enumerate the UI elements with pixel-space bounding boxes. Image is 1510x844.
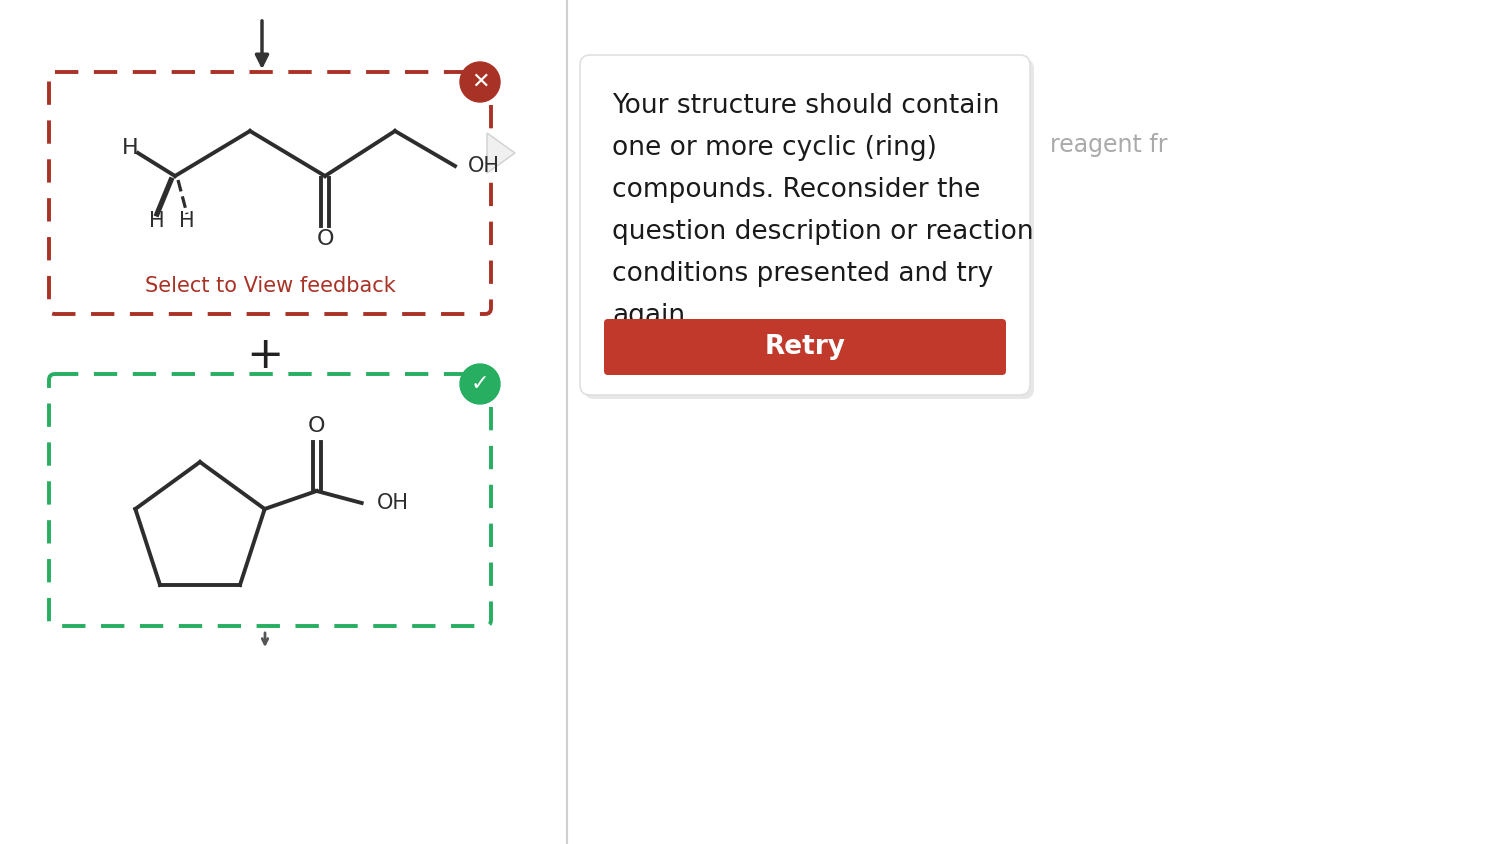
Text: ✓: ✓ <box>471 374 489 394</box>
Text: +: + <box>246 333 284 376</box>
Text: Your structure should contain: Your structure should contain <box>612 93 1000 119</box>
Polygon shape <box>488 133 515 173</box>
Text: Select to View feedback: Select to View feedback <box>145 276 396 296</box>
Circle shape <box>461 62 500 102</box>
FancyBboxPatch shape <box>48 72 491 314</box>
FancyBboxPatch shape <box>584 59 1034 399</box>
Text: question description or reaction: question description or reaction <box>612 219 1034 245</box>
FancyBboxPatch shape <box>580 55 1030 395</box>
Text: again.: again. <box>612 303 693 329</box>
Text: one or more cyclic (ring): one or more cyclic (ring) <box>612 135 936 161</box>
Text: ✕: ✕ <box>471 72 489 92</box>
Text: O: O <box>316 229 334 249</box>
FancyBboxPatch shape <box>604 319 1006 375</box>
Text: reagent fr: reagent fr <box>1049 133 1167 157</box>
Text: OH: OH <box>376 493 409 513</box>
FancyBboxPatch shape <box>48 374 491 626</box>
Text: O: O <box>308 416 326 436</box>
Text: OH: OH <box>468 156 500 176</box>
Text: compounds. Reconsider the: compounds. Reconsider the <box>612 177 980 203</box>
Text: H: H <box>122 138 139 158</box>
Text: H: H <box>180 211 195 231</box>
Text: conditions presented and try: conditions presented and try <box>612 261 994 287</box>
Text: H: H <box>149 211 165 231</box>
Text: Retry: Retry <box>764 334 846 360</box>
Circle shape <box>461 364 500 404</box>
